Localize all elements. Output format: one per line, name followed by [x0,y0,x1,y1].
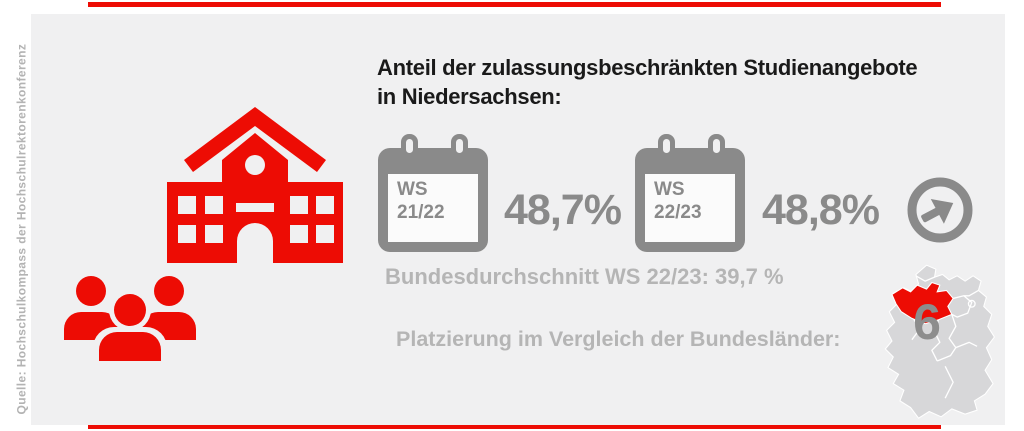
semester-value: 48,7% [504,186,622,234]
bottom-accent-bar [88,424,941,429]
calendar-ring-icon [451,134,468,166]
calendar-face [645,174,735,242]
page-title: Anteil der zulassungsbeschränkten Studie… [377,55,918,109]
calendar-ring-icon [708,134,725,166]
national-average-text: Bundesdurchschnitt WS 22/23: 39,7 % [385,264,784,289]
calendar-ring-icon [401,134,418,166]
source-note: Quelle: Hochschulkompass der Hochschulre… [14,43,29,415]
calendar-icon-ws-21-22: WS 21/22 [378,134,488,252]
arrow-up-right-circle-icon [907,177,973,243]
students-group-icon [64,276,196,361]
university-building-icon [167,107,343,263]
calendar-icon-ws-22-23: WS 22/23 [635,134,745,252]
semester-label: WS 22/23 [654,179,702,224]
niedersachsen-region [891,281,954,325]
top-accent-bar [88,2,941,7]
calendar-face [388,174,478,242]
semester-label: WS 21/22 [397,179,445,224]
semester-value: 48,8% [762,186,880,234]
calendar-ring-icon [658,134,675,166]
ranking-label: Platzierung im Vergleich der Bundeslände… [396,327,841,351]
germany-map-icon [884,264,996,419]
ranking-number: 6 [913,294,941,350]
